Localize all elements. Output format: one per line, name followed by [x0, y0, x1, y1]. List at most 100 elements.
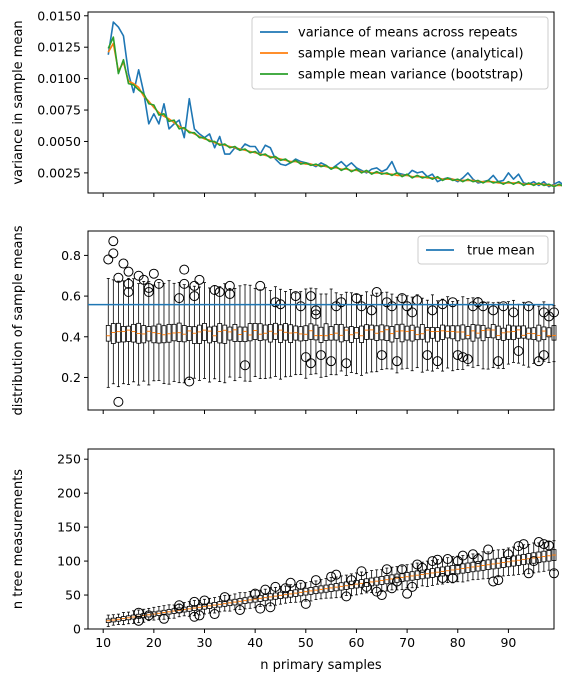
box [223, 325, 227, 343]
box [451, 326, 455, 339]
box [481, 325, 485, 340]
x-tick-label: 20 [146, 635, 162, 650]
box [365, 325, 369, 340]
legend-label-true-mean: true mean [467, 244, 535, 259]
box [471, 325, 475, 342]
box [385, 326, 389, 341]
box [253, 323, 257, 339]
box [152, 326, 156, 343]
box [182, 326, 186, 342]
y-tick-label: 0.0050 [37, 134, 81, 149]
box [203, 323, 207, 340]
legend-label-2: sample mean variance (bootstrap) [298, 68, 523, 83]
y-tick-label: 0.0075 [37, 103, 81, 118]
box [501, 328, 505, 340]
box [187, 327, 191, 341]
x-axis-label: n primary samples [260, 658, 382, 673]
box [329, 327, 333, 340]
box [360, 326, 364, 342]
box [289, 325, 293, 343]
y-axis-label: distribution of sample means [11, 225, 26, 415]
y-tick-label: 0.0025 [37, 165, 81, 180]
outlier-point [180, 265, 189, 274]
box [263, 325, 267, 340]
box [390, 327, 394, 342]
box [278, 325, 282, 343]
y-tick-label: 150 [57, 520, 81, 535]
y-tick-label: 0.8 [61, 248, 81, 263]
outlier-point [109, 237, 118, 246]
y-tick-label: 250 [57, 452, 81, 467]
outlier-point [195, 275, 204, 284]
box [430, 327, 434, 338]
box [208, 327, 212, 343]
box [522, 326, 526, 338]
box [116, 323, 120, 342]
x-tick-label: 70 [399, 635, 415, 650]
y-tick-label: 0.4 [61, 329, 81, 344]
legend-label-1: sample mean variance (analytical) [298, 47, 524, 62]
box [228, 327, 232, 340]
y-tick-label: 0 [73, 622, 81, 637]
box [121, 326, 125, 341]
x-tick-label: 50 [298, 635, 314, 650]
outlier-point [124, 267, 133, 276]
y-axis-label: variance in sample mean [11, 20, 26, 184]
y-tick-label: 0.6 [61, 289, 81, 304]
box [304, 326, 308, 341]
box [218, 324, 222, 343]
box [400, 324, 404, 342]
box [466, 327, 470, 339]
box [233, 324, 237, 341]
box [319, 327, 323, 342]
box [456, 326, 460, 341]
box [410, 325, 414, 341]
box [496, 326, 500, 339]
box [537, 325, 541, 341]
box [243, 327, 247, 342]
x-tick-label: 30 [197, 635, 213, 650]
box [334, 324, 338, 340]
box [314, 325, 318, 340]
x-tick-label: 60 [349, 635, 365, 650]
box [511, 326, 515, 340]
box [441, 325, 445, 339]
x-tick-label: 40 [247, 635, 263, 650]
box [420, 324, 424, 339]
box [147, 327, 151, 341]
y-tick-label: 200 [57, 486, 81, 501]
box [268, 324, 272, 342]
legend-label-0: variance of means across repeats [298, 26, 518, 41]
y-tick-label: 50 [65, 588, 81, 603]
box [258, 324, 262, 341]
outlier-point [104, 255, 113, 264]
box [324, 324, 328, 341]
box [192, 327, 196, 344]
box [213, 326, 217, 341]
box [517, 326, 521, 338]
box [273, 323, 277, 339]
box [248, 324, 252, 341]
box [106, 325, 110, 341]
box [197, 325, 201, 343]
box [132, 324, 136, 342]
outlier-point [149, 269, 158, 278]
measurements-panel-frame [88, 449, 554, 629]
y-tick-label: 0.0150 [37, 8, 81, 23]
outlier-point [256, 281, 265, 290]
box [344, 327, 348, 340]
outlier-point [109, 249, 118, 258]
y-tick-label: 0.0125 [37, 40, 81, 55]
box [415, 327, 419, 340]
box [370, 325, 374, 339]
outlier-point [114, 397, 123, 406]
box [542, 327, 546, 340]
y-tick-label: 0.0100 [37, 71, 81, 86]
box [309, 324, 313, 340]
box [127, 326, 131, 341]
box [436, 328, 440, 342]
y-tick-label: 0.2 [61, 370, 81, 385]
box [380, 325, 384, 340]
box [476, 325, 480, 338]
